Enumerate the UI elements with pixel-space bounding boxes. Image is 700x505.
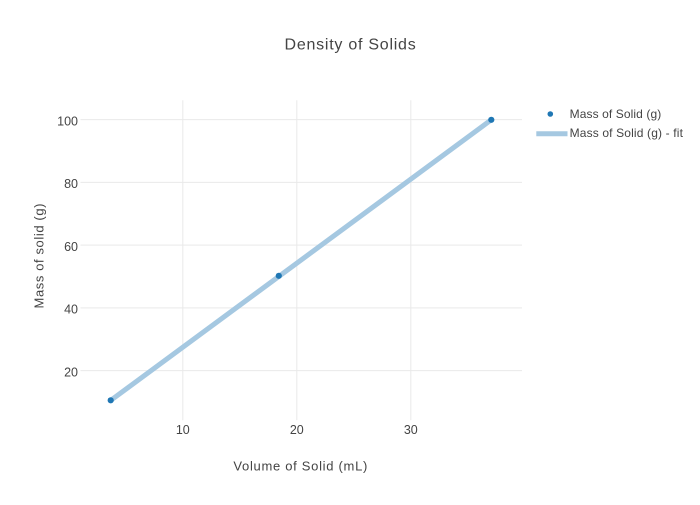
- svg-text:Mass of Solid (g) - fit: Mass of Solid (g) - fit: [570, 126, 684, 140]
- svg-text:20: 20: [290, 423, 304, 437]
- svg-text:80: 80: [64, 177, 78, 191]
- svg-text:Mass of solid (g): Mass of solid (g): [32, 203, 47, 309]
- svg-text:20: 20: [64, 365, 78, 379]
- svg-text:Mass of Solid (g): Mass of Solid (g): [570, 107, 662, 121]
- svg-text:30: 30: [404, 423, 418, 437]
- svg-text:Volume of Solid (mL): Volume of Solid (mL): [233, 459, 368, 474]
- svg-text:10: 10: [176, 423, 190, 437]
- svg-text:Density of Solids: Density of Solids: [285, 37, 417, 54]
- svg-text:60: 60: [64, 240, 78, 254]
- svg-text:100: 100: [57, 114, 78, 128]
- svg-text:40: 40: [64, 303, 78, 317]
